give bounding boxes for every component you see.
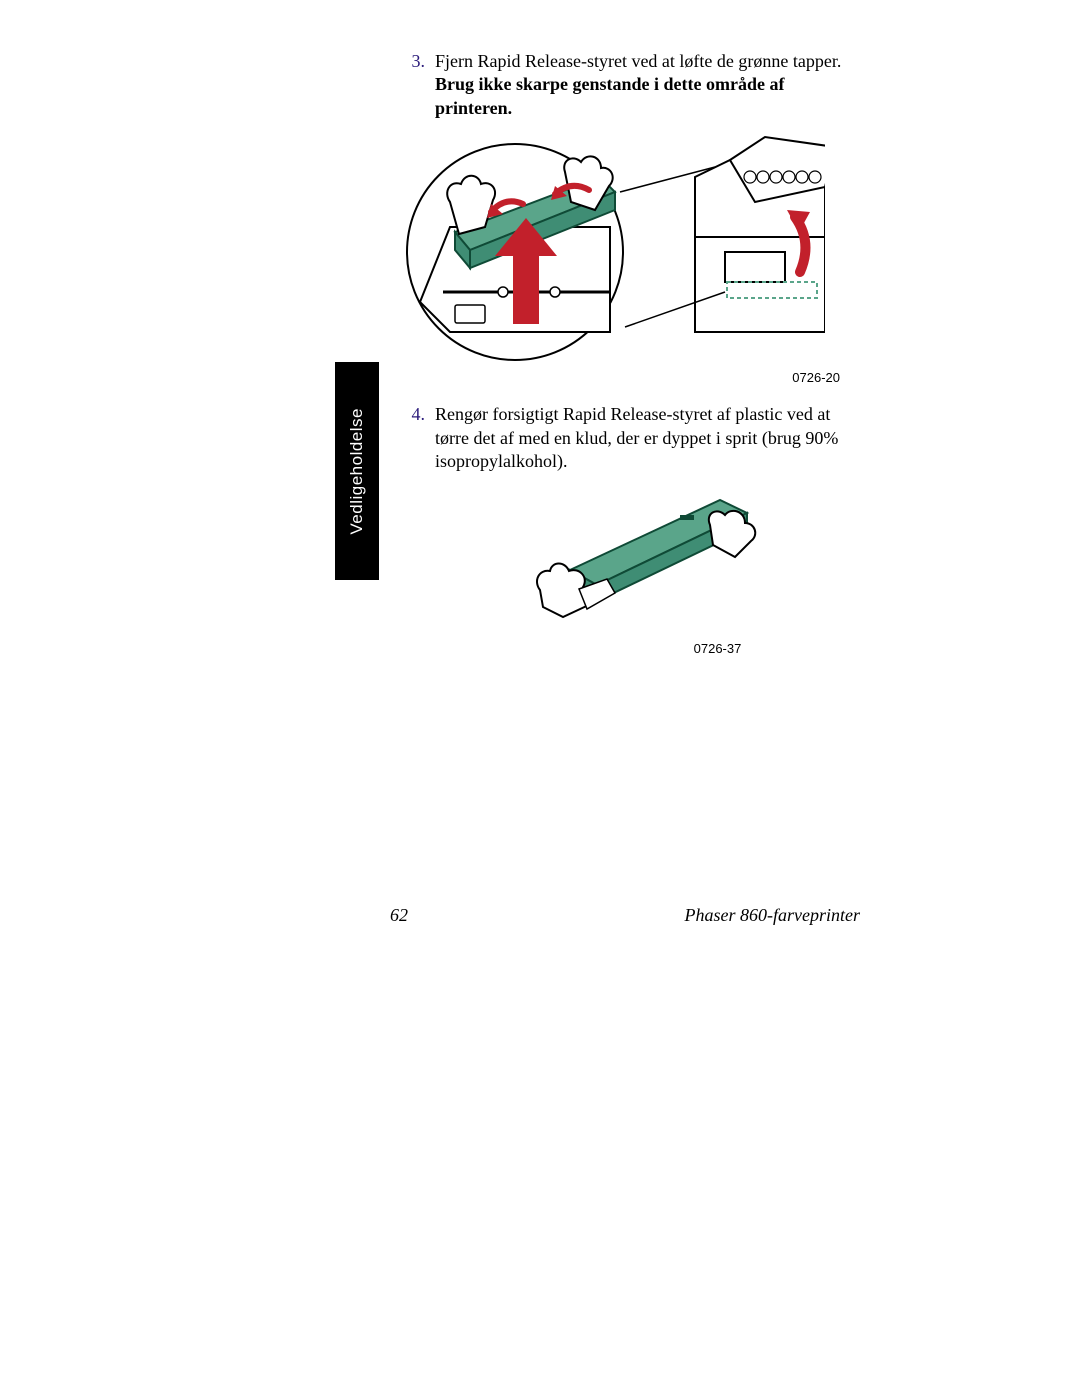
step-4: 4. Rengør forsigtigt Rapid Release-styre… [395,403,860,473]
page: Vedligeholdelse 3. Fjern Rapid Release-s… [0,0,1080,1397]
footer-title: Phaser 860-farveprinter [685,905,860,937]
step-3-body: Fjern Rapid Release-styret ved at løfte … [435,50,860,120]
figure-2-caption: 0726-37 [575,641,860,656]
figure-1-caption: 0726-20 [395,370,860,385]
figure-2: 0726-37 [515,485,860,656]
figure-2-svg [515,485,775,635]
step-4-body: Rengør forsigtigt Rapid Release-styret a… [435,403,860,473]
page-footer: 62 Phaser 860-farveprinter [390,905,860,937]
step-4-number: 4. [395,403,435,473]
content-area: 3. Fjern Rapid Release-styret ved at løf… [395,50,860,660]
step-3-line1: Fjern Rapid Release-styret ved at løfte … [435,51,841,71]
side-tab-label: Vedligeholdelse [347,408,367,535]
step-3: 3. Fjern Rapid Release-styret ved at løf… [395,50,860,120]
step-3-number: 3. [395,50,435,120]
figure-1-svg [395,132,825,364]
figure-1: 0726-20 [395,132,860,385]
page-number: 62 [390,905,408,937]
step-4-text: Rengør forsigtigt Rapid Release-styret a… [435,404,838,471]
step-3-line2: Brug ikke skarpe genstande i dette områd… [435,74,785,117]
side-tab-maintenance: Vedligeholdelse [335,362,379,580]
